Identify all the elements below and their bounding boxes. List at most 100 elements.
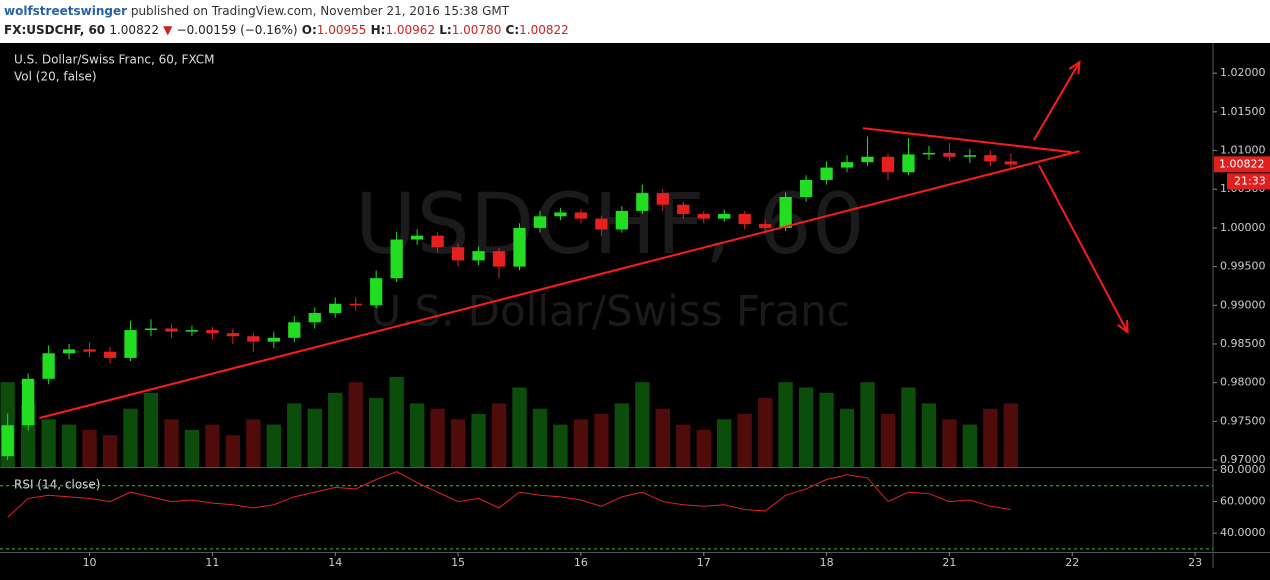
volume-bar (573, 419, 589, 467)
volume-bar (757, 398, 773, 467)
candle-body (83, 349, 96, 352)
change-arrow: ▼ (163, 23, 173, 37)
y-tick-label: 0.98000 (1220, 376, 1266, 389)
x-tick-label: 11 (205, 556, 219, 569)
volume-bar (983, 408, 998, 467)
candle-body (492, 251, 506, 267)
volume-bar (225, 435, 241, 467)
rsi-tick-label: 40.0000 (1220, 526, 1266, 539)
o-label: O: (302, 23, 317, 37)
author[interactable]: wolfstreetswinger (4, 4, 127, 18)
candle-body (881, 156, 895, 173)
x-tick-label: 18 (820, 556, 834, 569)
y-tick-label: 0.99500 (1220, 260, 1266, 273)
candle-body (451, 247, 465, 261)
chart-title: U.S. Dollar/Swiss Franc, 60, FXCM (14, 53, 215, 67)
trendline (39, 150, 1080, 419)
header-line-2: FX:USDCHF, 60 1.00822 ▼ −0.00159 (−0.16%… (4, 23, 569, 37)
volume-bar (287, 403, 302, 467)
price-tag-bg (1214, 156, 1270, 173)
candle-body (1, 425, 14, 457)
candle-body (636, 193, 649, 211)
volume-bar (798, 387, 814, 467)
volume-bar (942, 419, 957, 467)
candle-body (144, 328, 158, 331)
volume-bar (860, 382, 875, 467)
y-tick-label: 1.01500 (1220, 105, 1266, 118)
candle-body (62, 349, 76, 354)
volume-bar (143, 392, 159, 467)
volume-bar (1003, 403, 1018, 467)
arrow-head (1068, 60, 1081, 75)
volume-bar (328, 392, 343, 467)
candle-body (472, 251, 485, 261)
candle-body (902, 154, 915, 173)
candle-body (677, 204, 690, 214)
chart-bg (0, 43, 1270, 580)
y-tick-label: 0.99000 (1220, 298, 1266, 311)
volume-label: Vol (20, false) (14, 70, 97, 84)
y-tick-label: 0.97500 (1220, 414, 1266, 427)
candle-body (984, 155, 997, 162)
candle-body (349, 303, 362, 306)
volume-bar (307, 408, 322, 467)
volume-bar (61, 424, 77, 467)
c-label: C: (506, 23, 520, 37)
volume-bar (409, 403, 425, 467)
volume-bar (696, 429, 711, 467)
volume-bar (880, 414, 896, 467)
x-tick-label: 21 (942, 556, 956, 569)
candle-body (595, 218, 608, 230)
volume-bar (778, 382, 793, 467)
candle-body (124, 330, 137, 358)
y-tick-label: 0.97000 (1220, 453, 1266, 466)
volume-bar (123, 408, 138, 467)
volume-bar (839, 408, 855, 467)
candle-body (922, 152, 936, 155)
price-tag: 1.00822 (1219, 157, 1265, 170)
candle-body (206, 330, 219, 334)
candle-body (370, 278, 383, 306)
y-tick-label: 0.98500 (1220, 337, 1266, 350)
header-line-1: wolfstreetswinger published on TradingVi… (4, 4, 510, 18)
volume-bar (512, 387, 527, 467)
candle-body (185, 330, 199, 332)
volume-bar (819, 392, 834, 467)
last: 1.00822 (109, 23, 159, 37)
volume-bar (901, 387, 916, 467)
candle-body (431, 235, 444, 248)
h-label: H: (371, 23, 386, 37)
volume-bar (369, 398, 384, 467)
o-value: 1.00955 (317, 23, 367, 37)
volume-bar (389, 376, 404, 467)
y-tick-label: 1.02000 (1220, 66, 1266, 79)
volume-bar (266, 424, 281, 467)
candle-body (779, 196, 792, 228)
arrow-head (1117, 320, 1129, 335)
volume-bar (430, 408, 445, 467)
time-tag: 21:33 (1234, 174, 1266, 187)
y-tick-label: 1.01000 (1220, 144, 1266, 157)
volume-bar (921, 403, 937, 467)
arrow-line (1038, 164, 1129, 333)
candle-body (799, 179, 813, 197)
x-tick-label: 15 (451, 556, 465, 569)
candle-body (288, 322, 301, 338)
time-tag-bg (1227, 173, 1270, 190)
candle-body (329, 303, 342, 314)
arrow-line (1033, 61, 1081, 141)
candle-body (615, 210, 628, 230)
volume-bar (962, 424, 978, 467)
volume-bar (102, 435, 118, 467)
l-value: 1.00780 (452, 23, 502, 37)
candle-body (1004, 161, 1017, 165)
volume-bar (205, 424, 220, 467)
rsi-tick-label: 60.0000 (1220, 495, 1266, 508)
symbol: FX:USDCHF, 60 (4, 23, 105, 37)
candle-body (656, 193, 669, 205)
candle-body (226, 333, 240, 337)
x-tick-label: 23 (1188, 556, 1202, 569)
candle-body (554, 212, 567, 217)
candle-body (840, 162, 854, 168)
